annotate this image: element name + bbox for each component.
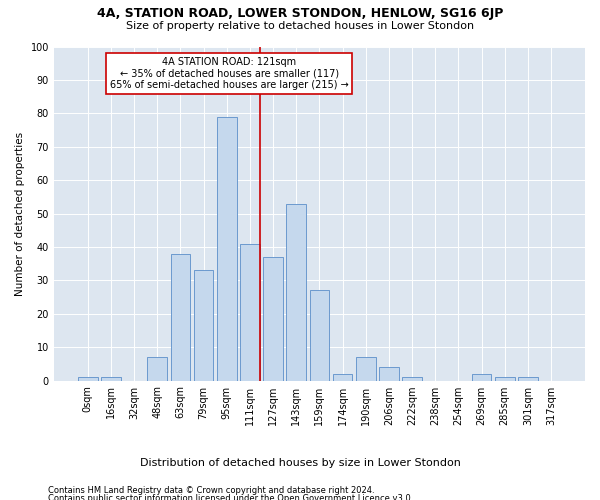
Text: Contains HM Land Registry data © Crown copyright and database right 2024.: Contains HM Land Registry data © Crown c… bbox=[48, 486, 374, 495]
Bar bbox=[101, 378, 121, 380]
Bar bbox=[263, 257, 283, 380]
Bar bbox=[495, 378, 515, 380]
Y-axis label: Number of detached properties: Number of detached properties bbox=[15, 132, 25, 296]
Bar bbox=[472, 374, 491, 380]
Text: Size of property relative to detached houses in Lower Stondon: Size of property relative to detached ho… bbox=[126, 21, 474, 31]
Bar bbox=[333, 374, 352, 380]
Bar bbox=[286, 204, 306, 380]
Bar bbox=[379, 368, 399, 380]
Text: 4A STATION ROAD: 121sqm
← 35% of detached houses are smaller (117)
65% of semi-d: 4A STATION ROAD: 121sqm ← 35% of detache… bbox=[110, 56, 349, 90]
Text: Distribution of detached houses by size in Lower Stondon: Distribution of detached houses by size … bbox=[140, 458, 460, 468]
Bar bbox=[148, 357, 167, 380]
Bar bbox=[310, 290, 329, 380]
Bar bbox=[78, 378, 98, 380]
Text: 4A, STATION ROAD, LOWER STONDON, HENLOW, SG16 6JP: 4A, STATION ROAD, LOWER STONDON, HENLOW,… bbox=[97, 8, 503, 20]
Bar bbox=[356, 357, 376, 380]
Bar bbox=[240, 244, 260, 380]
Bar bbox=[518, 378, 538, 380]
Bar bbox=[170, 254, 190, 380]
Bar bbox=[194, 270, 214, 380]
Bar bbox=[217, 116, 236, 380]
Bar bbox=[402, 378, 422, 380]
Text: Contains public sector information licensed under the Open Government Licence v3: Contains public sector information licen… bbox=[48, 494, 413, 500]
